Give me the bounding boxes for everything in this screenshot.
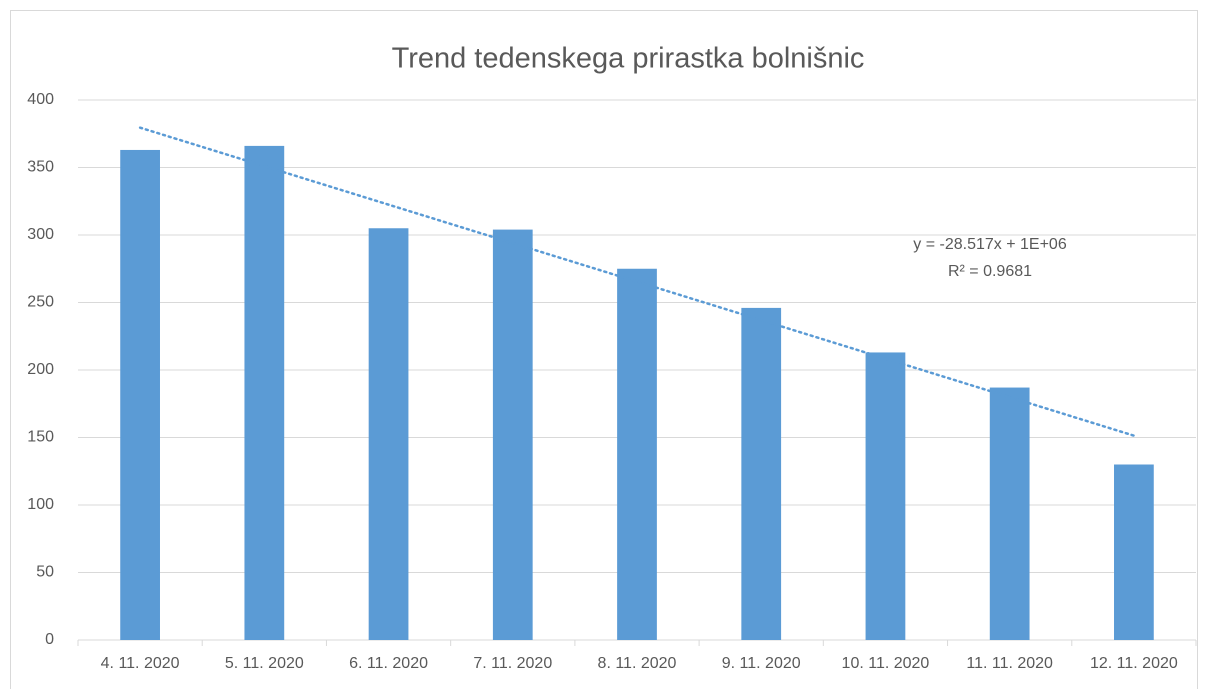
trendline-equation: y = -28.517x + 1E+06: [913, 236, 1067, 253]
bar: [617, 268, 657, 640]
chart-title: Trend tedenskega prirastka bolnišnic: [392, 43, 865, 75]
x-tick-label: 7. 11. 2020: [473, 655, 552, 672]
x-tick-label: 10. 11. 2020: [842, 655, 930, 672]
x-tick-label: 8. 11. 2020: [598, 655, 677, 672]
y-tick-label: 300: [27, 226, 54, 243]
x-tick-label: 12. 11. 2020: [1090, 655, 1178, 672]
bar: [741, 307, 782, 640]
x-tick-label: 4. 11. 2020: [101, 655, 180, 672]
bar: [865, 352, 906, 640]
y-tick-label: 0: [45, 631, 54, 648]
y-tick-label: 100: [27, 496, 54, 513]
bar: [244, 145, 285, 640]
bar: [989, 387, 1030, 640]
x-tick-label: 6. 11. 2020: [349, 655, 428, 672]
y-tick-label: 400: [27, 91, 54, 108]
y-tick-label: 350: [27, 159, 54, 176]
x-tick-label: 11. 11. 2020: [966, 655, 1053, 672]
bar: [492, 229, 533, 640]
trendline: [138, 126, 1136, 437]
x-tick-label: 5. 11. 2020: [225, 655, 304, 672]
bar: [1114, 464, 1154, 640]
bar: [368, 228, 409, 640]
y-tick-label: 200: [27, 361, 54, 378]
y-tick-label: 250: [27, 294, 54, 311]
trendline-r-squared: R² = 0.9681: [948, 263, 1032, 280]
bar: [120, 149, 160, 640]
x-tick-label: 9. 11. 2020: [722, 655, 801, 672]
y-tick-label: 150: [27, 429, 54, 446]
y-tick-label: 50: [36, 564, 54, 581]
